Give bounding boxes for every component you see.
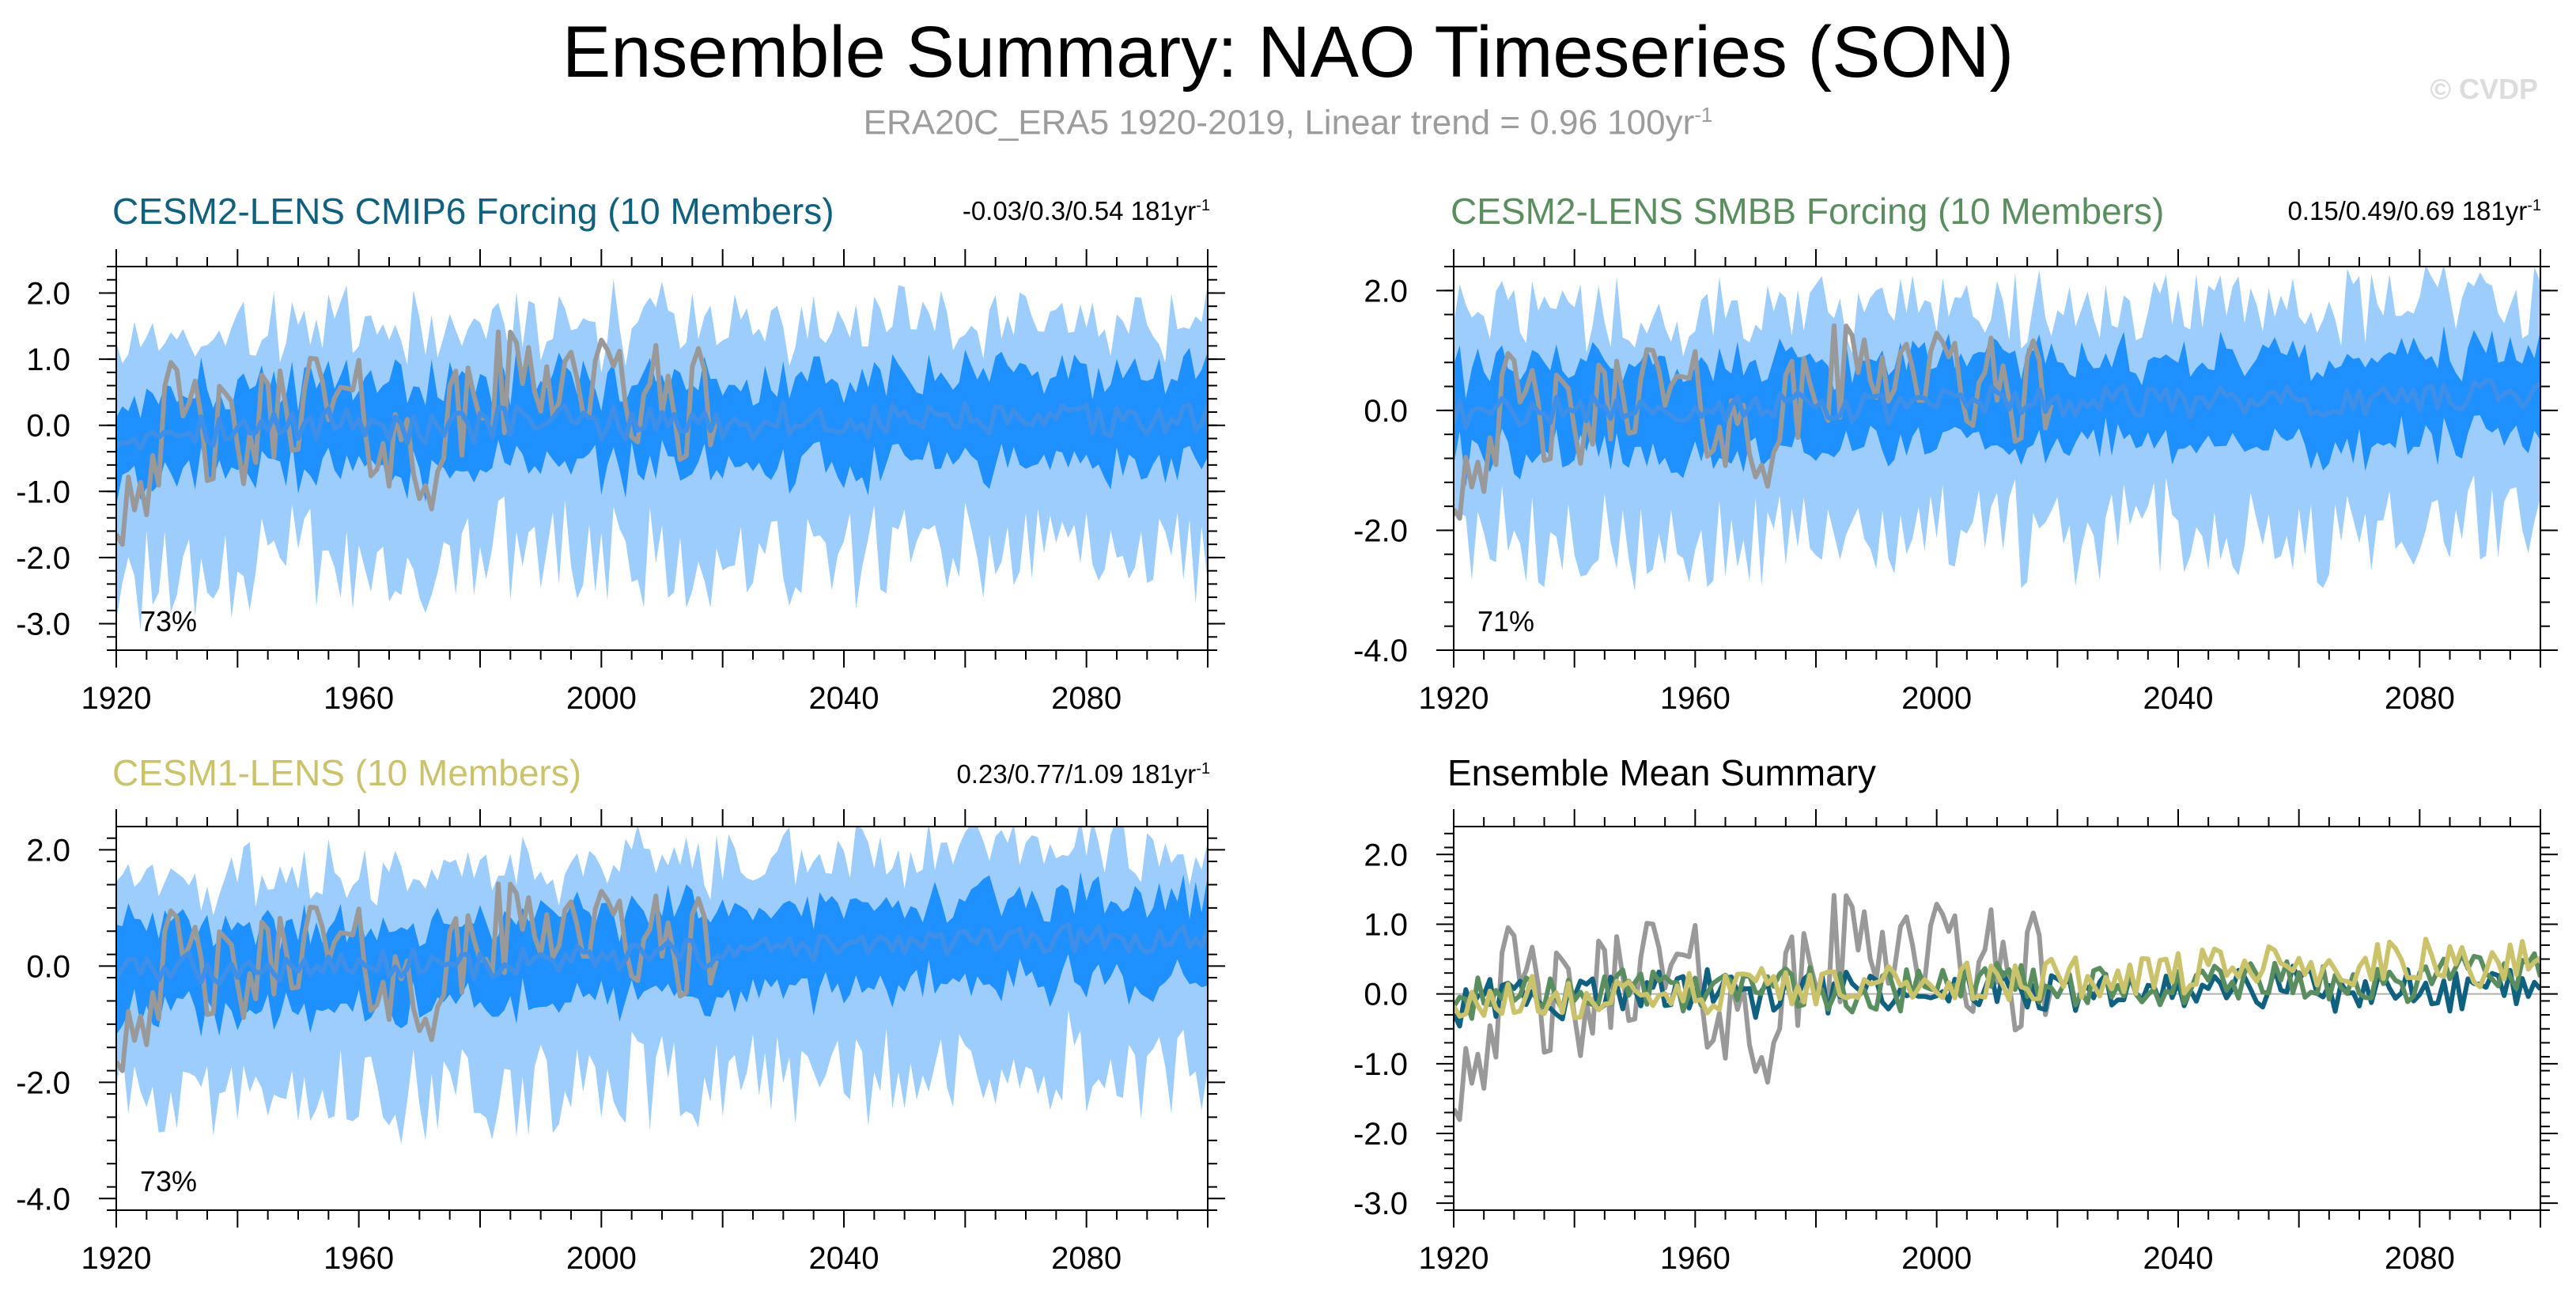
y-tick-label: 0.0 bbox=[26, 949, 70, 984]
y-tick-label: 2.0 bbox=[26, 833, 70, 868]
y-tick-label: -2.0 bbox=[16, 1065, 70, 1100]
plot-panel-4: 1920 1960 2000 2040 2080 2.0 1.0 0.0 -1.0 -2.0 -3.… bbox=[1353, 809, 2558, 1276]
y-tick-label: 2.0 bbox=[1364, 274, 1408, 308]
panel-title-ensemble-mean: Ensemble Mean Summary bbox=[1447, 752, 1876, 793]
x-tick-label: 2040 bbox=[2143, 1241, 2214, 1276]
stats-exponent: -1 bbox=[2527, 197, 2541, 214]
y-tick-label: -3.0 bbox=[16, 607, 70, 642]
observed-line bbox=[1454, 893, 2054, 1122]
ensemble-mean-line bbox=[1454, 378, 2540, 430]
plot-panel-3: 1920 1960 2000 2040 2080 2.0 0.0 -2.0 -4.0 73% bbox=[16, 809, 1225, 1276]
y-tick-label: -4.0 bbox=[16, 1182, 70, 1217]
x-tick-label: 1960 bbox=[323, 681, 394, 716]
x-tick-label: 2080 bbox=[1051, 1241, 1122, 1276]
stats-text: 0.23/0.77/1.09 181yr bbox=[956, 759, 1197, 789]
y-tick-label: -4.0 bbox=[1353, 634, 1408, 668]
y-tick-label: -2.0 bbox=[16, 541, 70, 576]
stats-exponent: -1 bbox=[1196, 197, 1210, 214]
x-tick-label: 1920 bbox=[1419, 681, 1489, 716]
page-title: Ensemble Summary: NAO Timeseries (SON) bbox=[562, 12, 2014, 93]
panel-stats-cesm2-cmip6: -0.03/0.3/0.54 181yr-1 bbox=[963, 196, 1210, 226]
plot-panel-2: 1920 1960 2000 2040 2080 2.0 0.0 -2.0 -4.0 71% bbox=[1353, 249, 2558, 716]
percent-annotation: 73% bbox=[140, 1165, 197, 1198]
y-tick-label: 0.0 bbox=[1364, 394, 1408, 429]
subtitle-exponent: -1 bbox=[1694, 103, 1713, 127]
cesm2-smbb-mean-line bbox=[1454, 951, 2540, 1021]
plot-area bbox=[1454, 267, 2540, 592]
y-tick-label: 2.0 bbox=[1364, 838, 1408, 872]
stats-text: -0.03/0.3/0.54 181yr bbox=[962, 196, 1197, 225]
plot-area bbox=[1454, 893, 2540, 1122]
x-tick-label: 2000 bbox=[566, 681, 637, 716]
percent-annotation: 71% bbox=[1477, 605, 1534, 638]
panel-title-cesm2-cmip6: CESM2-LENS CMIP6 Forcing (10 Members) bbox=[112, 191, 834, 232]
plot-frame bbox=[1453, 826, 2541, 1211]
y-tick-label: 1.0 bbox=[1364, 907, 1408, 942]
plot-panel-1: 1920 1960 2000 2040 2080 2.0 1.0 0.0 -1.0 -2.0 -3.… bbox=[16, 249, 1225, 716]
x-tick-label: 2000 bbox=[1901, 681, 1972, 716]
stats-exponent: -1 bbox=[1196, 760, 1210, 778]
x-tick-label: 1920 bbox=[1419, 1241, 1489, 1276]
y-tick-label: 0.0 bbox=[26, 409, 70, 444]
plot-area bbox=[116, 278, 1208, 631]
panel-title-cesm1: CESM1-LENS (10 Members) bbox=[112, 752, 582, 793]
x-tick-label: 2000 bbox=[566, 1241, 637, 1276]
percent-annotation: 73% bbox=[140, 605, 197, 638]
x-tick-label: 1920 bbox=[81, 1241, 152, 1276]
panel-stats-cesm1: 0.23/0.77/1.09 181yr-1 bbox=[956, 759, 1210, 789]
y-tick-label: 2.0 bbox=[26, 276, 70, 311]
y-tick-label: -3.0 bbox=[1353, 1186, 1408, 1221]
x-tick-label: 2080 bbox=[1051, 681, 1122, 716]
x-tick-label: 2080 bbox=[2385, 1241, 2455, 1276]
x-tick-label: 2040 bbox=[809, 1241, 879, 1276]
x-tick-label: 2040 bbox=[809, 681, 879, 716]
ensemble-mean-line bbox=[116, 400, 1208, 452]
y-tick-label: 1.0 bbox=[26, 342, 70, 377]
y-tick-label: -2.0 bbox=[1353, 513, 1408, 548]
observed-series-line bbox=[116, 881, 719, 1073]
plot-area bbox=[116, 827, 1208, 1145]
x-tick-label: 1960 bbox=[1660, 681, 1731, 716]
x-tick-label: 1960 bbox=[323, 1241, 394, 1276]
cesm1-mean-line bbox=[1454, 937, 2540, 1020]
subtitle-text: ERA20C_ERA5 1920-2019, Linear trend = 0.… bbox=[863, 103, 1695, 142]
x-tick-label: 2040 bbox=[2143, 681, 2214, 716]
x-tick-label: 1960 bbox=[1660, 1241, 1731, 1276]
panel-title-cesm2-smbb: CESM2-LENS SMBB Forcing (10 Members) bbox=[1451, 191, 2165, 232]
x-tick-label: 1920 bbox=[81, 681, 152, 716]
y-tick-label: 0.0 bbox=[1364, 978, 1408, 1012]
page-subtitle: ERA20C_ERA5 1920-2019, Linear trend = 0.… bbox=[0, 103, 2576, 143]
x-tick-label: 2000 bbox=[1901, 1241, 1972, 1276]
x-tick-label: 2080 bbox=[2385, 681, 2455, 716]
y-tick-label: -2.0 bbox=[1353, 1117, 1408, 1152]
outer-spread-band bbox=[116, 278, 1208, 631]
stats-text: 0.15/0.49/0.69 181yr bbox=[2287, 196, 2528, 225]
ensemble-mean-line bbox=[116, 922, 1208, 986]
y-tick-label: -1.0 bbox=[1353, 1047, 1408, 1082]
credit-watermark: © CVDP bbox=[2430, 73, 2538, 105]
panel-stats-cesm2-smbb: 0.15/0.49/0.69 181yr-1 bbox=[2287, 196, 2541, 226]
y-tick-label: -1.0 bbox=[16, 475, 70, 509]
